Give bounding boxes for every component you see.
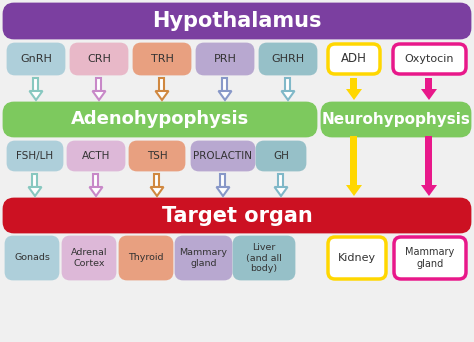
- Text: Oxytocin: Oxytocin: [405, 54, 454, 64]
- Polygon shape: [346, 89, 362, 100]
- FancyBboxPatch shape: [328, 44, 380, 74]
- Polygon shape: [421, 89, 437, 100]
- Polygon shape: [92, 91, 106, 100]
- FancyBboxPatch shape: [8, 44, 64, 74]
- Text: TSH: TSH: [146, 151, 167, 161]
- Text: GHRH: GHRH: [272, 54, 305, 64]
- FancyBboxPatch shape: [176, 237, 231, 279]
- Text: ACTH: ACTH: [82, 151, 110, 161]
- FancyBboxPatch shape: [192, 142, 254, 170]
- Bar: [350, 78, 357, 89]
- Text: Liver
(and all
body): Liver (and all body): [246, 243, 282, 273]
- Bar: [97, 78, 101, 91]
- Polygon shape: [155, 91, 168, 100]
- Bar: [350, 136, 357, 185]
- Text: PRH: PRH: [214, 54, 237, 64]
- Text: CRH: CRH: [87, 54, 111, 64]
- Text: GH: GH: [273, 151, 289, 161]
- Bar: [426, 136, 432, 185]
- Text: Thyroid: Thyroid: [128, 253, 164, 263]
- Polygon shape: [421, 185, 437, 196]
- Polygon shape: [282, 91, 294, 100]
- FancyBboxPatch shape: [8, 142, 62, 170]
- Bar: [220, 174, 226, 187]
- FancyBboxPatch shape: [322, 103, 470, 136]
- Text: Hypothalamus: Hypothalamus: [152, 11, 322, 31]
- FancyBboxPatch shape: [328, 237, 386, 279]
- Text: PROLACTIN: PROLACTIN: [193, 151, 253, 161]
- Bar: [285, 78, 291, 91]
- Text: Target organ: Target organ: [162, 206, 312, 225]
- FancyBboxPatch shape: [71, 44, 127, 74]
- FancyBboxPatch shape: [134, 44, 190, 74]
- Polygon shape: [151, 187, 164, 196]
- Bar: [222, 78, 228, 91]
- FancyBboxPatch shape: [257, 142, 305, 170]
- Bar: [279, 174, 283, 187]
- FancyBboxPatch shape: [120, 237, 172, 279]
- Bar: [34, 78, 38, 91]
- Text: Adrenal
Cortex: Adrenal Cortex: [71, 248, 107, 268]
- FancyBboxPatch shape: [63, 237, 115, 279]
- FancyBboxPatch shape: [4, 199, 470, 232]
- FancyBboxPatch shape: [6, 237, 58, 279]
- Text: TRH: TRH: [151, 54, 173, 64]
- FancyBboxPatch shape: [130, 142, 184, 170]
- Text: GnRH: GnRH: [20, 54, 52, 64]
- Text: Gonads: Gonads: [14, 253, 50, 263]
- FancyBboxPatch shape: [197, 44, 253, 74]
- FancyBboxPatch shape: [68, 142, 124, 170]
- Polygon shape: [346, 185, 362, 196]
- FancyBboxPatch shape: [4, 103, 316, 136]
- Text: FSH/LH: FSH/LH: [17, 151, 54, 161]
- Polygon shape: [217, 187, 229, 196]
- Polygon shape: [29, 91, 43, 100]
- Polygon shape: [274, 187, 288, 196]
- FancyBboxPatch shape: [4, 4, 470, 38]
- Bar: [155, 174, 159, 187]
- Polygon shape: [28, 187, 42, 196]
- Bar: [33, 174, 37, 187]
- Polygon shape: [219, 91, 231, 100]
- FancyBboxPatch shape: [234, 237, 294, 279]
- Text: Mammary
gland: Mammary gland: [405, 247, 455, 269]
- Bar: [426, 78, 432, 89]
- FancyBboxPatch shape: [394, 237, 466, 279]
- Text: Adenohypophysis: Adenohypophysis: [71, 110, 249, 129]
- Text: Mammary
gland: Mammary gland: [180, 248, 228, 268]
- Text: Kidney: Kidney: [338, 253, 376, 263]
- FancyBboxPatch shape: [260, 44, 316, 74]
- Polygon shape: [90, 187, 102, 196]
- Text: ADH: ADH: [341, 53, 367, 66]
- Bar: [159, 78, 164, 91]
- Text: Neurohypophysis: Neurohypophysis: [321, 112, 470, 127]
- FancyBboxPatch shape: [393, 44, 466, 74]
- Bar: [93, 174, 99, 187]
